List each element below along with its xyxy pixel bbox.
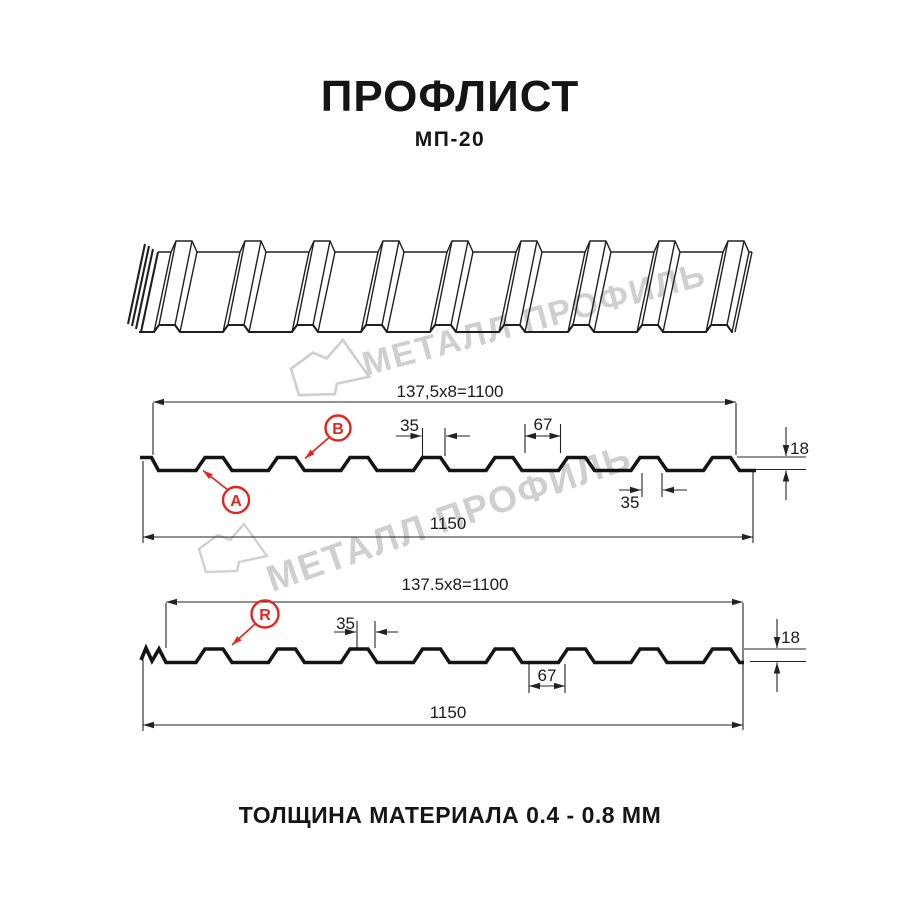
rib-edge-line bbox=[519, 240, 538, 326]
leader-line bbox=[231, 623, 256, 646]
rib-edge-line bbox=[248, 251, 267, 333]
sheet-cut-edge bbox=[130, 245, 151, 327]
dim-text-18: 18 bbox=[781, 628, 800, 647]
dim-rib-bottom-width: 35 bbox=[619, 473, 687, 512]
rib-edge-line bbox=[243, 240, 262, 326]
rib-edge-line bbox=[593, 251, 612, 333]
page-title: ПРОФЛИСТ bbox=[320, 72, 580, 121]
dim-text-67: 67 bbox=[538, 666, 557, 685]
rib-edge-line bbox=[567, 251, 586, 333]
watermark-text: МЕТАЛЛ ПРОФИЛЬ bbox=[358, 255, 710, 383]
rib-edge-line bbox=[174, 240, 193, 326]
dim-height: 18 bbox=[737, 427, 809, 500]
dim-text-pitch: 137.5x8=1100 bbox=[402, 575, 509, 594]
sheet-3d-drawing bbox=[126, 240, 753, 334]
rib-edge-line bbox=[179, 251, 198, 333]
label-b-text: B bbox=[332, 421, 344, 438]
label-b: B bbox=[304, 414, 352, 460]
dim-text-1150: 1150 bbox=[430, 514, 467, 533]
rib-edge-line bbox=[726, 240, 745, 326]
rib-edge-line bbox=[227, 240, 246, 326]
rib-edge-line bbox=[158, 240, 177, 326]
sheet-cut-edge bbox=[139, 251, 160, 333]
rib-edge-line bbox=[455, 251, 474, 333]
rib-edge-line bbox=[731, 251, 750, 333]
rib-edge-line bbox=[498, 251, 517, 333]
rib-edge-line bbox=[641, 240, 660, 326]
label-a-text: A bbox=[230, 493, 242, 510]
label-a: A bbox=[202, 469, 251, 515]
rib-edge-line bbox=[429, 251, 448, 333]
label-r-circle bbox=[250, 599, 280, 629]
rib-edge-line bbox=[312, 240, 331, 326]
rib-edge-line bbox=[296, 240, 315, 326]
label-b-circle bbox=[324, 414, 352, 442]
rib-edge-line bbox=[450, 240, 469, 326]
rib-edge-line bbox=[317, 251, 336, 333]
rib-edge-line bbox=[636, 251, 655, 333]
dim-text-35: 35 bbox=[621, 493, 640, 512]
profile-r-drawing: 137.5x8=1100 35 67 18 bbox=[139, 575, 806, 731]
profile-r-outline bbox=[139, 643, 744, 665]
rib-edge-line bbox=[524, 251, 543, 333]
rib-edge-line bbox=[365, 240, 384, 326]
dim-overall-pitch: 137,5x8=1100 bbox=[152, 382, 737, 455]
rib-edge-line bbox=[153, 251, 172, 333]
rib-edge-line bbox=[657, 240, 676, 326]
brand-logo-icon bbox=[197, 522, 269, 574]
sheet-top-edge bbox=[158, 240, 752, 253]
sheet-front-edge bbox=[139, 323, 733, 334]
label-r-text: R bbox=[259, 607, 271, 624]
brand-logo-icon bbox=[289, 338, 371, 397]
label-a-circle bbox=[221, 485, 251, 515]
dim-rib-top-width: 35 bbox=[396, 416, 470, 456]
rib-edge-line bbox=[386, 251, 405, 333]
rib-edge-line bbox=[710, 240, 729, 326]
dim-full-width: 1150 bbox=[142, 657, 743, 731]
dim-groove-width: 67 bbox=[528, 664, 566, 693]
sheet-cut-edge bbox=[126, 243, 147, 325]
label-r: R bbox=[231, 599, 280, 646]
rib-edge-line bbox=[434, 240, 453, 326]
rib-edge-line bbox=[572, 240, 591, 326]
dim-text-35: 35 bbox=[336, 614, 355, 633]
page-subtitle: МП-20 bbox=[414, 128, 486, 151]
dim-text-35: 35 bbox=[400, 416, 419, 435]
profile-a-outline bbox=[140, 455, 756, 473]
rib-edge-line bbox=[588, 240, 607, 326]
rib-edge-line bbox=[503, 240, 522, 326]
rib-edge-line bbox=[705, 251, 724, 333]
sheet-right-edge bbox=[734, 251, 753, 333]
sheet-cut-edge bbox=[134, 248, 155, 330]
dim-height: 18 bbox=[744, 619, 806, 692]
rib-edge-line bbox=[381, 240, 400, 326]
dim-text-67: 67 bbox=[534, 415, 553, 434]
profile-a-drawing: 137,5x8=1100 35 67 bbox=[140, 382, 809, 543]
leader-line bbox=[202, 469, 229, 491]
dim-text-pitch: 137,5x8=1100 bbox=[397, 382, 504, 401]
dim-text-18: 18 bbox=[790, 439, 809, 458]
rib-edge-line bbox=[291, 251, 310, 333]
dim-full-width: 1150 bbox=[142, 461, 754, 543]
leader-line bbox=[304, 436, 330, 460]
rib-edge-line bbox=[360, 251, 379, 333]
rib-edge-line bbox=[662, 251, 681, 333]
dim-rib-top-width: 35 bbox=[334, 614, 398, 648]
material-thickness-note: ТОЛЩИНА МАТЕРИАЛА 0.4 - 0.8 ММ bbox=[238, 802, 662, 828]
dim-groove-width: 67 bbox=[524, 415, 562, 453]
dim-text-1150: 1150 bbox=[430, 703, 467, 722]
rib-edge-line bbox=[222, 251, 241, 333]
